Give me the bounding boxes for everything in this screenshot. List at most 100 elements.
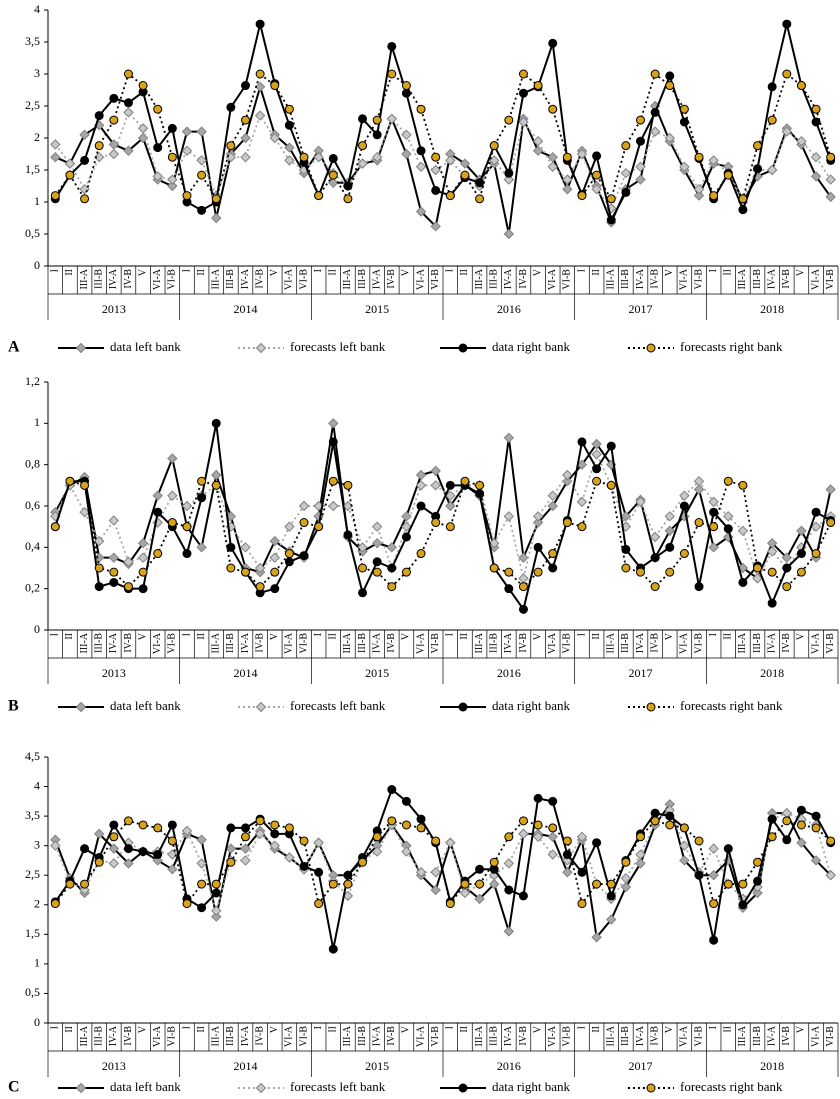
point [562, 518, 572, 528]
x-tick-label: IV-B [254, 1026, 265, 1046]
point [241, 832, 250, 842]
y-tick-label: 1,5 [25, 162, 40, 176]
point [167, 174, 178, 185]
year-label: 2015 [365, 1059, 389, 1073]
point [255, 816, 265, 826]
x-tick-label: IV-A [503, 268, 514, 289]
point [80, 194, 90, 204]
point [108, 148, 120, 160]
x-tick-label: IV-A [766, 632, 777, 653]
point [811, 823, 821, 833]
panel-letter: A [8, 339, 20, 356]
point [211, 911, 222, 922]
x-tick-label: III-A [342, 268, 353, 289]
point [503, 432, 515, 444]
point [109, 832, 119, 842]
point [533, 542, 543, 552]
point [694, 518, 704, 528]
point [753, 876, 763, 886]
point [518, 828, 529, 840]
point [664, 132, 675, 144]
x-tick-label: VI-A [679, 268, 690, 290]
point [738, 577, 748, 587]
point [445, 191, 455, 201]
point [241, 81, 250, 91]
point [636, 832, 645, 842]
point [548, 104, 558, 114]
x-tick-label: VI-B [167, 269, 178, 290]
point [475, 480, 485, 490]
x-tick-label: III-A [342, 632, 353, 653]
y-tick-label: 1 [34, 194, 40, 208]
point [782, 582, 792, 592]
point [240, 151, 251, 163]
point [314, 191, 324, 201]
point [548, 549, 558, 559]
point [167, 518, 177, 528]
point [284, 155, 295, 166]
point [387, 785, 397, 795]
point [358, 114, 368, 124]
point [606, 441, 616, 451]
x-tick-label: IV-B [518, 633, 529, 653]
legend-label: data left bank [110, 1079, 181, 1094]
point [109, 567, 119, 577]
point [665, 81, 675, 91]
year-label: 2014 [234, 666, 258, 680]
x-tick-label: IV-B [386, 633, 397, 653]
point [226, 542, 236, 552]
x-tick-label: IV-B [649, 269, 660, 289]
point [503, 174, 515, 185]
point [196, 834, 207, 845]
x-tick-label: III-B [357, 1026, 368, 1046]
point [401, 88, 411, 98]
point [196, 155, 207, 166]
year-label: 2013 [102, 1059, 126, 1073]
x-tick-label: IV-A [766, 1025, 777, 1046]
point [386, 542, 398, 553]
point [387, 41, 397, 51]
point [606, 194, 616, 204]
point [430, 884, 441, 896]
point [79, 506, 90, 518]
point [781, 126, 793, 137]
point [108, 843, 120, 854]
x-tick-label: VI-B [562, 269, 573, 290]
x-tick-label: V [269, 1025, 280, 1033]
year-label: 2017 [629, 302, 653, 316]
point [796, 81, 806, 91]
point [299, 152, 309, 162]
point [646, 1083, 656, 1093]
x-tick-label: II [723, 1026, 734, 1033]
point [299, 518, 309, 528]
point [416, 823, 426, 833]
x-tick-label: I [445, 269, 456, 272]
point [284, 823, 294, 833]
x-tick-label: II [591, 633, 602, 640]
point [123, 582, 133, 592]
x-tick-label: I [313, 269, 324, 272]
point [137, 552, 149, 563]
point [93, 828, 105, 840]
point [270, 567, 280, 577]
point [269, 552, 280, 563]
y-tick-label: 4,5 [25, 749, 40, 763]
point [738, 480, 748, 490]
x-tick-label: VI-A [679, 632, 690, 654]
point [503, 858, 515, 869]
point [825, 174, 836, 185]
point [591, 183, 602, 195]
point [562, 475, 573, 487]
x-tick-label: III-B [225, 1026, 236, 1046]
point [782, 69, 792, 79]
point [592, 170, 602, 180]
x-tick-label: IV-A [503, 632, 514, 653]
point [533, 81, 543, 91]
point [753, 141, 763, 151]
point [562, 183, 573, 195]
point [753, 164, 763, 174]
point [723, 879, 733, 889]
point [796, 820, 806, 830]
point [475, 489, 485, 499]
point [167, 453, 178, 464]
